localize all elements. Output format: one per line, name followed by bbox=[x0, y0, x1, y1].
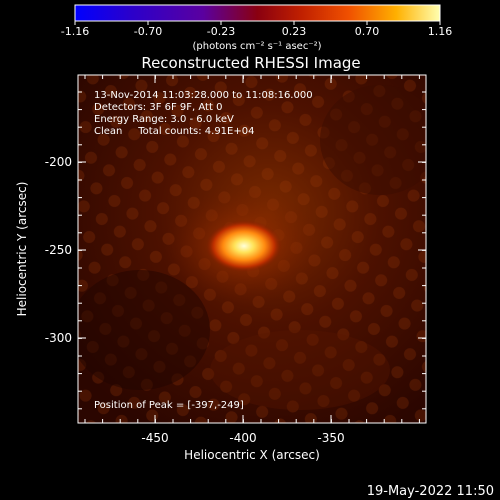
x-axis-label: Heliocentric X (arcsec) bbox=[184, 448, 320, 462]
peak-position-label: Position of Peak = [-397,-249] bbox=[94, 400, 244, 411]
colorbar-ticks bbox=[74, 21, 441, 25]
colorbar-gradient bbox=[74, 4, 441, 22]
info-method-counts: Clean Total counts: 4.91E+04 bbox=[94, 126, 254, 137]
footer-timestamp: 19-May-2022 11:50 bbox=[367, 484, 494, 499]
x-tick-label: -450 bbox=[141, 431, 168, 445]
y-tick-label: -200 bbox=[45, 155, 72, 169]
colorbar-units: (photons cm⁻² s⁻¹ asec⁻²) bbox=[192, 41, 321, 52]
rhessi-image bbox=[78, 75, 426, 423]
x-tick-label: -400 bbox=[229, 431, 256, 445]
axis-ticks bbox=[78, 75, 426, 423]
colorbar-tick-label: 0.70 bbox=[355, 25, 380, 38]
y-axis-label: Heliocentric Y (arcsec) bbox=[15, 182, 29, 317]
plot-frame bbox=[77, 74, 427, 424]
plot-title: Reconstructed RHESSI Image bbox=[141, 54, 360, 72]
source-peak bbox=[206, 220, 282, 272]
info-detectors: Detectors: 3F 6F 9F, Att 0 bbox=[94, 102, 222, 113]
colorbar-tick-label: 1.16 bbox=[428, 25, 453, 38]
colorbar-tick-label: 0.23 bbox=[282, 25, 307, 38]
info-block: 13-Nov-2014 11:03:28.000 to 11:08:16.000… bbox=[94, 90, 313, 137]
colorbar: -1.16 -0.70 -0.23 0.23 0.70 1.16 (photon… bbox=[61, 4, 453, 52]
x-tick-label: -350 bbox=[317, 431, 344, 445]
y-tick-label: -250 bbox=[45, 243, 72, 257]
info-energy-range: Energy Range: 3.0 - 6.0 keV bbox=[94, 114, 234, 125]
colorbar-tick-label: -0.23 bbox=[207, 25, 235, 38]
y-tick-label: -300 bbox=[45, 331, 72, 345]
info-time-range: 13-Nov-2014 11:03:28.000 to 11:08:16.000 bbox=[94, 90, 313, 101]
colorbar-tick-label: -0.70 bbox=[134, 25, 162, 38]
colorbar-tick-label: -1.16 bbox=[61, 25, 89, 38]
